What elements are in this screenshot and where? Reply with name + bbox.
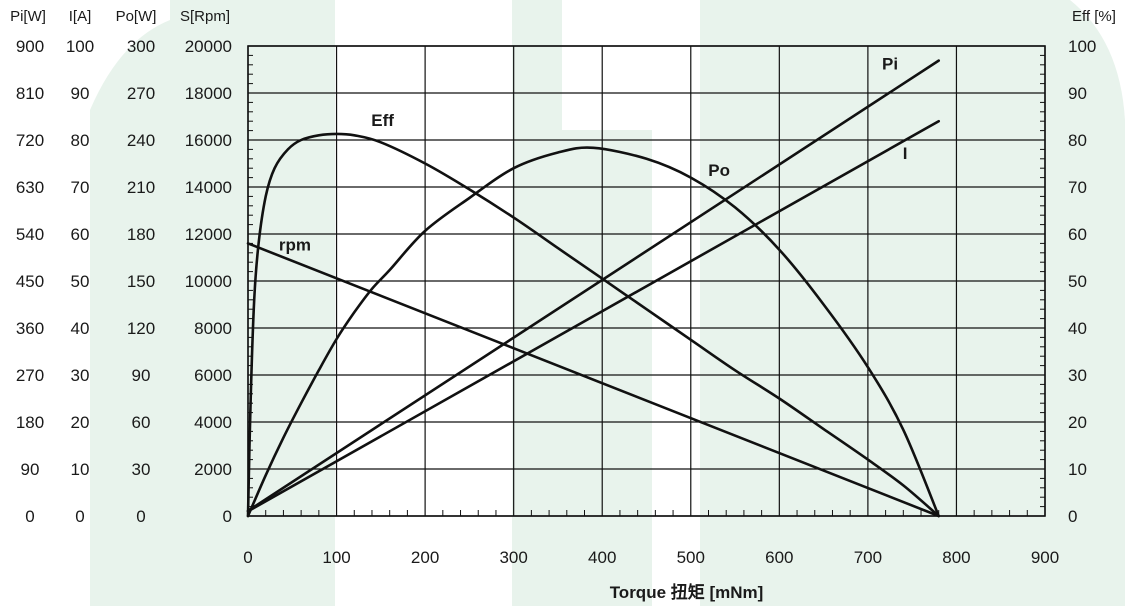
series-line-i: [246, 119, 940, 513]
right-axis-tick-label: 80: [1068, 131, 1087, 150]
left-axis-tick-label: 270: [127, 84, 155, 103]
right-axis-tick-label: 10: [1068, 460, 1087, 479]
series-line-rpm: [246, 242, 940, 518]
left-axis-tick-label: 50: [71, 272, 90, 291]
right-axis-tick-label: 60: [1068, 225, 1087, 244]
right-axis-tick-label: 20: [1068, 413, 1087, 432]
curves: [246, 59, 940, 518]
left-axis-tick-label: 16000: [185, 131, 232, 150]
grid: [247, 45, 1046, 517]
left-axis-title: Pi[W]: [10, 8, 46, 25]
left-axis-tick-label: 90: [21, 460, 40, 479]
right-axis-tick-label: 90: [1068, 84, 1087, 103]
left-axis-tick-label: 12000: [185, 225, 232, 244]
x-tick-label: 800: [942, 548, 970, 567]
right-axis-tick-label: 50: [1068, 272, 1087, 291]
watermark-shape: [880, 0, 1125, 606]
left-axis-tick-label: 80: [71, 131, 90, 150]
left-axis-tick-label: 360: [16, 319, 44, 338]
left-axis-tick-label: 810: [16, 84, 44, 103]
left-axis-tick-label: 300: [127, 37, 155, 56]
left-axis-tick-label: 14000: [185, 178, 232, 197]
series-line-pi: [246, 59, 940, 513]
watermark-shape: [90, 20, 170, 606]
left-axis-tick-label: 240: [127, 131, 155, 150]
left-axis-tick-label: 0: [75, 507, 84, 526]
left-axis-tick-label: 540: [16, 225, 44, 244]
left-axis-tick-label: 450: [16, 272, 44, 291]
left-axis-tick-label: 180: [16, 413, 44, 432]
x-tick-label: 0: [243, 548, 252, 567]
series-label-eff: Eff: [371, 111, 394, 130]
right-axis-title: Eff [%]: [1072, 8, 1116, 25]
x-tick-label: 200: [411, 548, 439, 567]
watermark-background: [90, 0, 1125, 606]
watermark-shape: [700, 0, 880, 606]
series-line-eff: [246, 132, 940, 518]
plot-frame: [247, 45, 1046, 517]
x-tick-label: 900: [1031, 548, 1059, 567]
left-axis-tick-label: 10: [71, 460, 90, 479]
left-axis-tick-label: 30: [71, 366, 90, 385]
left-axis-tick-label: 20: [71, 413, 90, 432]
left-axis-tick-label: 0: [223, 507, 232, 526]
x-tick-label: 700: [854, 548, 882, 567]
left-axis-tick-label: 0: [25, 507, 34, 526]
left-axis-tick-label: 60: [71, 225, 90, 244]
series-label-pi: Pi: [882, 55, 898, 74]
left-axis-tick-label: 630: [16, 178, 44, 197]
left-axis-tick-label: 150: [127, 272, 155, 291]
left-axis-tick-label: 120: [127, 319, 155, 338]
left-axis-tick-label: 90: [71, 84, 90, 103]
left-axis-tick-label: 60: [132, 413, 151, 432]
left-axis-tick-label: 100: [66, 37, 94, 56]
x-tick-label: 400: [588, 548, 616, 567]
left-axis-tick-label: 70: [71, 178, 90, 197]
watermark-shape: [512, 0, 562, 606]
left-axis-tick-label: 10000: [185, 272, 232, 291]
right-axis-tick-label: 100: [1068, 37, 1096, 56]
left-axis-tick-label: 40: [71, 319, 90, 338]
left-axis-title: S[Rpm]: [180, 8, 230, 25]
right-axis-tick-label: 0: [1068, 507, 1077, 526]
series-label-i: I: [903, 144, 908, 163]
left-axis-tick-label: 30: [132, 460, 151, 479]
watermark-shape: [562, 130, 652, 606]
left-axis-tick-label: 180: [127, 225, 155, 244]
left-axis-title: Po[W]: [116, 8, 157, 25]
left-axis-tick-label: 0: [136, 507, 145, 526]
left-axis-tick-label: 20000: [185, 37, 232, 56]
left-axis-tick-label: 6000: [194, 366, 232, 385]
left-axis-tick-label: 720: [16, 131, 44, 150]
x-axis-label: Torque 扭矩 [mNm]: [610, 582, 764, 602]
series-label-rpm: rpm: [279, 235, 311, 254]
left-axis-tick-label: 2000: [194, 460, 232, 479]
right-axis-tick-label: 30: [1068, 366, 1087, 385]
x-tick-label: 300: [499, 548, 527, 567]
left-axis-tick-label: 8000: [194, 319, 232, 338]
x-tick-label: 500: [677, 548, 705, 567]
left-axis-tick-label: 18000: [185, 84, 232, 103]
series-line-po: [246, 146, 940, 518]
left-axis-title: I[A]: [69, 8, 92, 25]
right-axis-tick-label: 70: [1068, 178, 1087, 197]
x-tick-label: 100: [322, 548, 350, 567]
series-label-po: Po: [708, 161, 730, 180]
left-axis-tick-label: 4000: [194, 413, 232, 432]
right-axis-tick-label: 40: [1068, 319, 1087, 338]
left-axis-tick-label: 900: [16, 37, 44, 56]
left-axis-tick-label: 90: [132, 366, 151, 385]
left-axis-tick-label: 270: [16, 366, 44, 385]
left-axis-tick-label: 210: [127, 178, 155, 197]
x-tick-label: 600: [765, 548, 793, 567]
